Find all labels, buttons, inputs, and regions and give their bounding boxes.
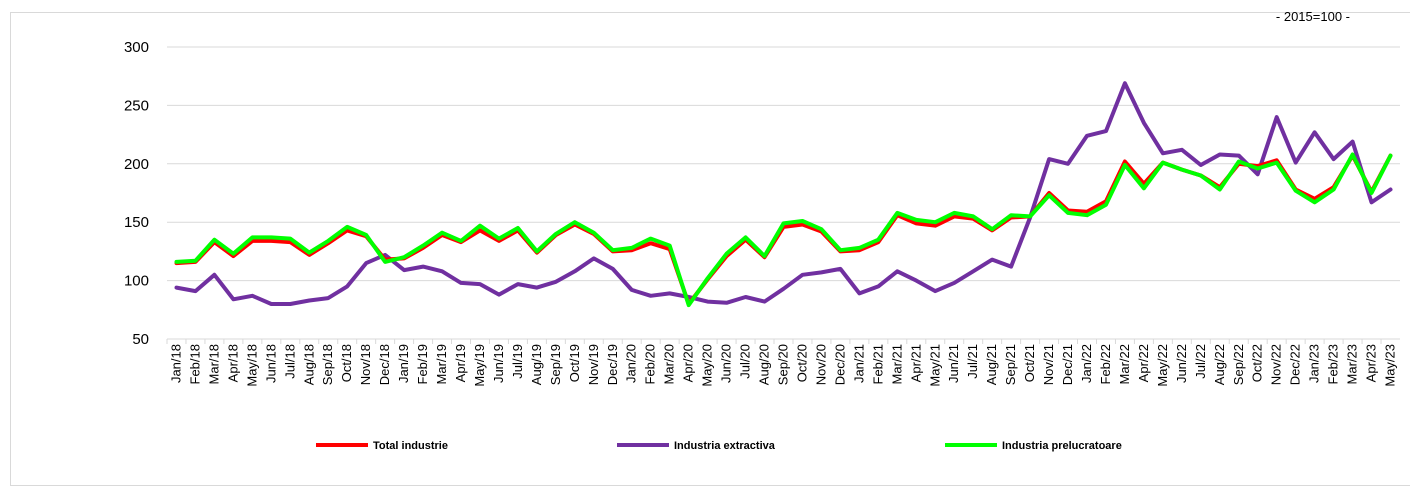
x-tick-label: Jun/18: [263, 344, 278, 383]
x-tick-label: Dec/22: [1288, 344, 1303, 385]
x-tick-label: Feb/18: [187, 344, 202, 384]
x-tick-label: Dec/20: [832, 344, 847, 385]
x-tick-label: Aug/18: [301, 344, 316, 385]
x-tick-label: Oct/21: [1022, 344, 1037, 382]
x-tick-label: Jan/22: [1079, 344, 1094, 383]
x-tick-label: Dec/18: [377, 344, 392, 385]
x-tick-label: Oct/18: [339, 344, 354, 382]
legend-label: Total industrie: [373, 440, 448, 452]
x-tick-label: Aug/21: [984, 344, 999, 385]
x-tick-label: Jan/18: [168, 344, 183, 383]
x-tick-label: Aug/22: [1212, 344, 1227, 385]
x-tick-label: Sep/21: [1003, 344, 1018, 385]
x-tick-label: Nov/21: [1041, 344, 1056, 385]
chart-frame: - 2015=100 -: [10, 9, 1410, 486]
x-tick-label: Jul/18: [282, 344, 297, 379]
x-tick-label: Nov/18: [358, 344, 373, 385]
x-tick-label: Nov/20: [813, 344, 828, 385]
y-tick-label: 300: [124, 39, 149, 56]
legend-label: Industria extractiva: [674, 440, 776, 452]
x-tick-label: Nov/19: [586, 344, 601, 385]
x-tick-label: Apr/21: [908, 344, 923, 382]
x-tick-label: Mar/23: [1345, 344, 1360, 384]
x-tick-label: Apr/23: [1364, 344, 1379, 382]
x-tick-label: Feb/21: [870, 344, 885, 384]
x-tick-label: Jun/20: [719, 344, 734, 383]
x-tick-label: May/18: [244, 344, 259, 387]
base-note: - 2015=100 -: [1275, 9, 1350, 24]
grid-lines: [166, 46, 1400, 344]
x-axis-ticks: Jan/18 Feb/18 Mar/18 Apr/18 May/18 Jun/18 Jul/…: [168, 344, 1397, 387]
x-tick-label: Jan/19: [396, 344, 411, 383]
x-tick-label: Aug/20: [757, 344, 772, 385]
x-tick-label: Apr/20: [681, 344, 696, 382]
x-tick-label: Aug/19: [529, 344, 544, 385]
legend-label: Industria prelucratoare: [1002, 440, 1122, 452]
y-axis-ticks: 50 100 150 200 250 300: [124, 39, 149, 348]
series-lines: [174, 81, 1393, 308]
x-tick-label: Oct/22: [1250, 344, 1265, 382]
x-tick-label: Feb/22: [1098, 344, 1113, 384]
x-tick-label: Jan/23: [1307, 344, 1322, 383]
series-line-industria-prelucratoare: [174, 152, 1393, 308]
x-tick-label: Apr/22: [1136, 344, 1151, 382]
x-tick-label: May/23: [1383, 344, 1398, 387]
y-tick-label: 150: [124, 214, 149, 231]
y-tick-label: 200: [124, 156, 149, 173]
y-tick-label: 100: [124, 273, 149, 290]
y-tick-label: 250: [124, 97, 149, 114]
x-tick-label: May/19: [472, 344, 487, 387]
x-tick-label: Feb/23: [1326, 344, 1341, 384]
x-tick-label: Mar/18: [206, 344, 221, 384]
x-tick-label: Apr/18: [225, 344, 240, 382]
series-line-industria-extractiva: [174, 81, 1393, 306]
x-tick-label: Jul/21: [965, 344, 980, 379]
x-tick-label: Dec/19: [605, 344, 620, 385]
x-tick-label: Sep/18: [320, 344, 335, 385]
x-tick-label: Jan/20: [624, 344, 639, 383]
x-tick-label: Sep/20: [776, 344, 791, 385]
x-tick-label: Jun/21: [946, 344, 961, 383]
x-tick-label: Oct/20: [794, 344, 809, 382]
y-tick-label: 50: [132, 331, 149, 348]
x-tick-label: May/20: [700, 344, 715, 387]
x-tick-label: Mar/22: [1117, 344, 1132, 384]
legend: Total industrie Industria extractiva Indus…: [316, 440, 1122, 452]
x-tick-label: Dec/21: [1060, 344, 1075, 385]
x-tick-label: Oct/19: [567, 344, 582, 382]
x-tick-label: Mar/19: [434, 344, 449, 384]
x-tick-label: Jun/22: [1174, 344, 1189, 383]
x-tick-label: Apr/19: [453, 344, 468, 382]
x-tick-label: Jun/19: [491, 344, 506, 383]
x-tick-label: Mar/21: [889, 344, 904, 384]
x-tick-label: Jul/22: [1193, 344, 1208, 379]
x-tick-label: Jul/19: [510, 344, 525, 379]
x-tick-label: Jul/20: [738, 344, 753, 379]
x-tick-label: May/22: [1155, 344, 1170, 387]
x-tick-label: Nov/22: [1269, 344, 1284, 385]
x-tick-label: Sep/19: [548, 344, 563, 385]
x-tick-label: Sep/22: [1231, 344, 1246, 385]
x-tick-label: Mar/20: [662, 344, 677, 384]
x-tick-label: Feb/20: [643, 344, 658, 384]
x-tick-label: Jan/21: [851, 344, 866, 383]
x-tick-label: Feb/19: [415, 344, 430, 384]
x-tick-label: May/21: [927, 344, 942, 387]
